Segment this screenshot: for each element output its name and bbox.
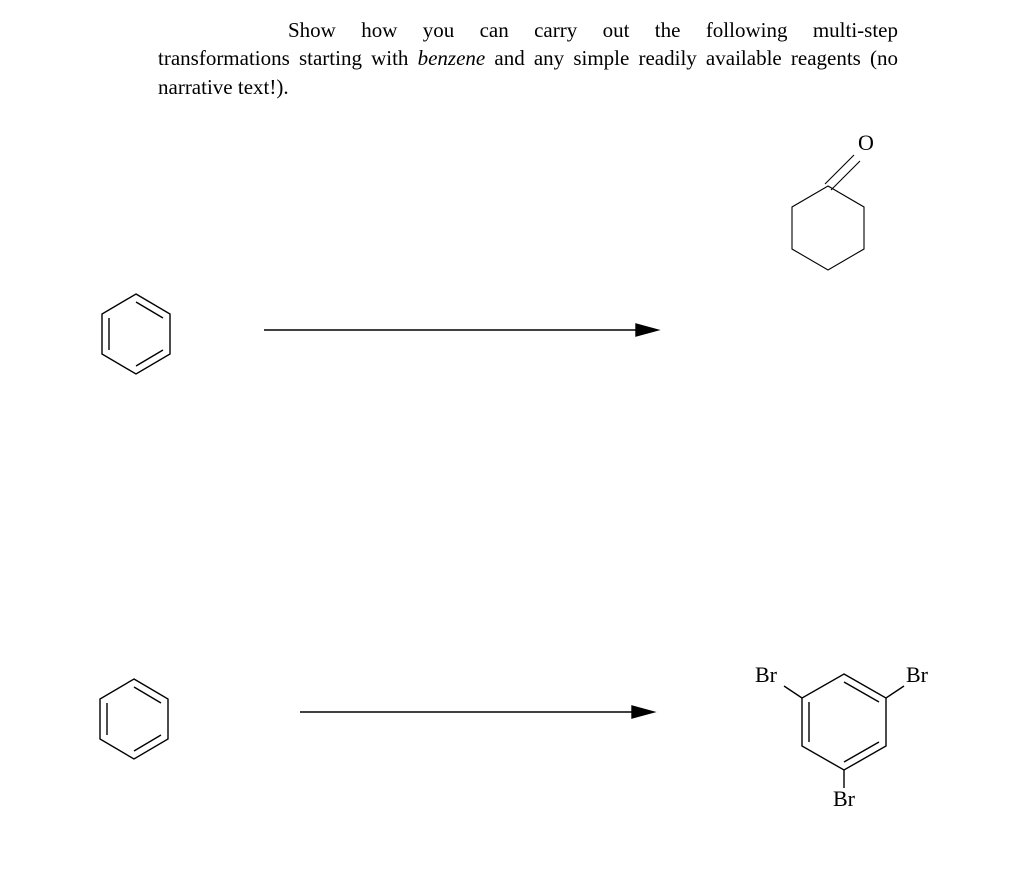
question-line-1: Show how you can carry out the following… [288,18,898,42]
br-label-top-left: Br [755,662,777,688]
question-line-2a: transformations starting with [158,46,418,70]
benzene-reactant-1 [94,288,178,384]
oxygen-label: O [858,130,874,156]
reaction-1: O [0,130,1024,280]
benzene-word: benzene [418,46,486,70]
cyclohexanone-product [778,130,908,290]
benzene-reactant-2 [92,673,176,769]
question-text: Show how you can carry out the following… [158,16,898,101]
br-label-top-right: Br [906,662,928,688]
br-label-bottom: Br [833,786,855,812]
question-line-2b: and any simple readily available [485,46,782,70]
reaction-2: Br Br Br [0,640,1024,800]
